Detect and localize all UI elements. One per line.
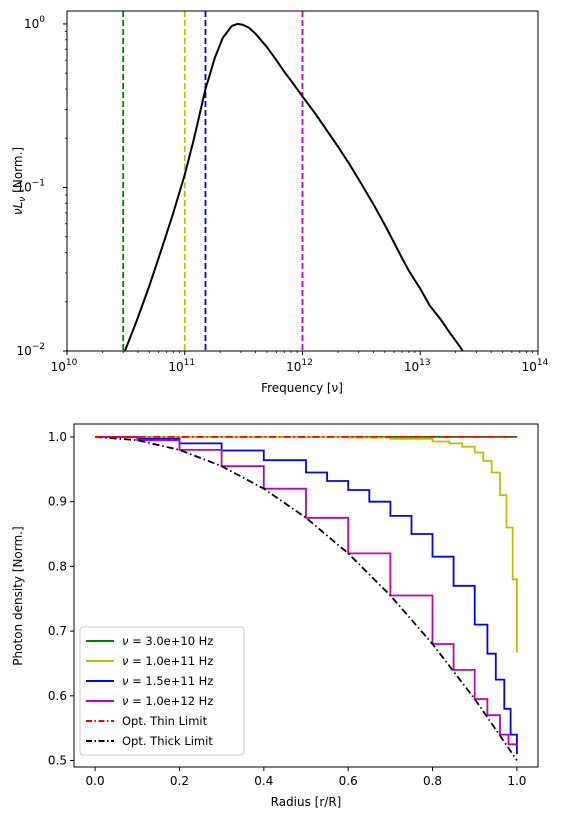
density-y-tick-label: 0.5 [48, 754, 67, 768]
spectrum-x-tick-label: 1011 [168, 358, 195, 374]
spectrum-x-tick-label: 1012 [286, 358, 313, 374]
density-series-5 [95, 436, 518, 762]
spectrum-x-ticks: 1010 1011 1012 1013 1014 [51, 351, 549, 374]
legend-entry-label: ν = 1.0e+11 Hz [122, 654, 213, 668]
legend-box [79, 626, 245, 756]
spectrum-curve [123, 22, 464, 352]
density-y-tick-label: 1.0 [48, 430, 67, 444]
spectrum-y-tick-label: 10−2 [16, 342, 45, 358]
density-x-tick-label: 0.2 [170, 774, 189, 788]
density-series-1 [95, 435, 518, 653]
density-y-tick-label: 0.8 [48, 559, 67, 573]
density-x-tick-label: 0.0 [86, 774, 105, 788]
spectrum-x-axis-label: Frequency [ν] [261, 381, 343, 395]
density-y-axis-label: Photon density [Norm.] [11, 526, 25, 665]
density-y-ticks: 0.5 0.6 0.7 0.8 0.9 1.0 [48, 430, 74, 768]
spectrum-y-tick-label: 100 [24, 15, 45, 31]
density-series-layer [95, 435, 518, 762]
density-series-3 [95, 435, 517, 746]
density-legend: ν = 3.0e+10 Hz ν = 1.0e+11 Hz ν = 1.5e+11 … [79, 626, 245, 756]
spectrum-series-layer [122, 11, 464, 352]
spectrum-x-tick-label: 1013 [404, 358, 431, 374]
photon-density-chart: 0.0 0.2 0.4 0.6 0.8 1.0 0.5 0.6 0.7 0.8 0.9 1.0 Ra… [11, 423, 539, 809]
density-plot-frame [73, 423, 539, 768]
density-x-tick-label: 0.8 [423, 774, 442, 788]
density-x-tick-label: 1.0 [507, 774, 526, 788]
legend-entry-label: Opt. Thick Limit [122, 734, 213, 748]
density-x-axis-label: Radius [r/R] [271, 795, 342, 809]
density-y-tick-label: 0.7 [48, 624, 67, 638]
density-x-tick-label: 0.6 [339, 774, 358, 788]
legend-entry-label: ν = 3.0e+10 Hz [122, 634, 213, 648]
density-x-ticks: 0.0 0.2 0.4 0.6 0.8 1.0 [86, 767, 526, 788]
spectrum-x-tick-label: 1014 [522, 358, 549, 374]
legend-entry-label: ν = 1.0e+12 Hz [122, 694, 213, 708]
density-y-tick-label: 0.6 [48, 689, 67, 703]
density-x-tick-label: 0.4 [254, 774, 273, 788]
legend-entry-label: ν = 1.5e+11 Hz [122, 674, 213, 688]
density-y-tick-label: 0.9 [48, 495, 67, 509]
spectrum-y-axis-label: νLν [Norm.] [11, 147, 28, 215]
legend-entry-label: Opt. Thin Limit [122, 714, 208, 728]
spectrum-x-tick-label: 1010 [51, 358, 78, 374]
